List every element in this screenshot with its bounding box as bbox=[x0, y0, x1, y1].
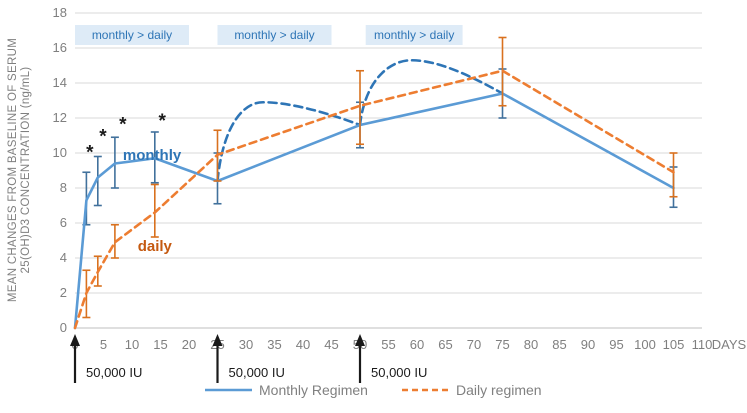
x-tick-label: 45 bbox=[324, 337, 338, 352]
x-tick-label: 40 bbox=[296, 337, 310, 352]
y-tick-label: 18 bbox=[53, 5, 67, 20]
dose-amount-label: 50,000 IU bbox=[229, 365, 285, 380]
y-tick-label: 12 bbox=[53, 110, 67, 125]
y-tick-label: 2 bbox=[60, 285, 67, 300]
significance-asterisk: * bbox=[119, 114, 127, 135]
significance-band bbox=[75, 25, 189, 45]
significance-asterisk: * bbox=[86, 142, 94, 163]
x-tick-label: 100 bbox=[634, 337, 656, 352]
x-tick-label: 85 bbox=[552, 337, 566, 352]
significance-band bbox=[365, 25, 463, 45]
x-tick-label: 65 bbox=[438, 337, 452, 352]
x-axis-units-label: DAYS bbox=[712, 337, 747, 352]
dose-arrow-head bbox=[212, 334, 223, 346]
legend-monthly-label: Monthly Regimen bbox=[259, 382, 368, 398]
y-axis-title: MEAN CHANGES FROM BASELINE OF SERUM25(OH… bbox=[7, 38, 32, 302]
dose-arrow-head bbox=[70, 334, 80, 346]
x-tick-label: 30 bbox=[239, 337, 253, 352]
y-tick-label: 16 bbox=[53, 40, 67, 55]
significance-asterisk: * bbox=[159, 111, 167, 132]
y-tick-label: 6 bbox=[60, 215, 67, 230]
x-tick-label: 80 bbox=[524, 337, 538, 352]
significance-asterisk: * bbox=[99, 127, 107, 148]
dose-amount-label: 50,000 IU bbox=[371, 365, 427, 380]
monthly-regimen-line bbox=[73, 92, 675, 330]
significance-band bbox=[217, 25, 332, 45]
x-tick-label: 5 bbox=[100, 337, 107, 352]
x-tick-label: 35 bbox=[267, 337, 281, 352]
dose-amount-label: 50,000 IU bbox=[86, 365, 142, 380]
monthly-series-label: monthly bbox=[123, 147, 182, 164]
y-tick-label: 0 bbox=[60, 320, 67, 335]
legend-daily-label: Daily regimen bbox=[456, 382, 542, 398]
monthly-projection-arc bbox=[216, 100, 362, 183]
x-tick-label: 60 bbox=[410, 337, 424, 352]
x-tick-label: 90 bbox=[581, 337, 595, 352]
x-tick-label: 55 bbox=[381, 337, 395, 352]
daily-regimen-line bbox=[73, 69, 675, 330]
x-tick-label: 20 bbox=[182, 337, 196, 352]
x-tick-label: 70 bbox=[467, 337, 481, 352]
significance-band-label: monthly > daily bbox=[374, 28, 454, 42]
y-tick-label: 14 bbox=[53, 75, 67, 90]
significance-band-label: monthly > daily bbox=[234, 28, 314, 42]
x-tick-label: 110 bbox=[692, 337, 713, 352]
x-tick-label: 75 bbox=[495, 337, 509, 352]
significance-band-label: monthly > daily bbox=[92, 28, 172, 42]
x-tick-label: 15 bbox=[153, 337, 167, 352]
dose-arrow-head bbox=[355, 334, 365, 346]
x-tick-label: 10 bbox=[125, 337, 139, 352]
y-tick-label: 4 bbox=[60, 250, 67, 265]
monthly-projection-arc bbox=[358, 58, 504, 127]
y-tick-label: 10 bbox=[53, 145, 67, 160]
y-tick-label: 8 bbox=[60, 180, 67, 195]
x-tick-label: 95 bbox=[609, 337, 623, 352]
daily-series-label: daily bbox=[138, 238, 173, 255]
x-tick-label: 105 bbox=[663, 337, 685, 352]
